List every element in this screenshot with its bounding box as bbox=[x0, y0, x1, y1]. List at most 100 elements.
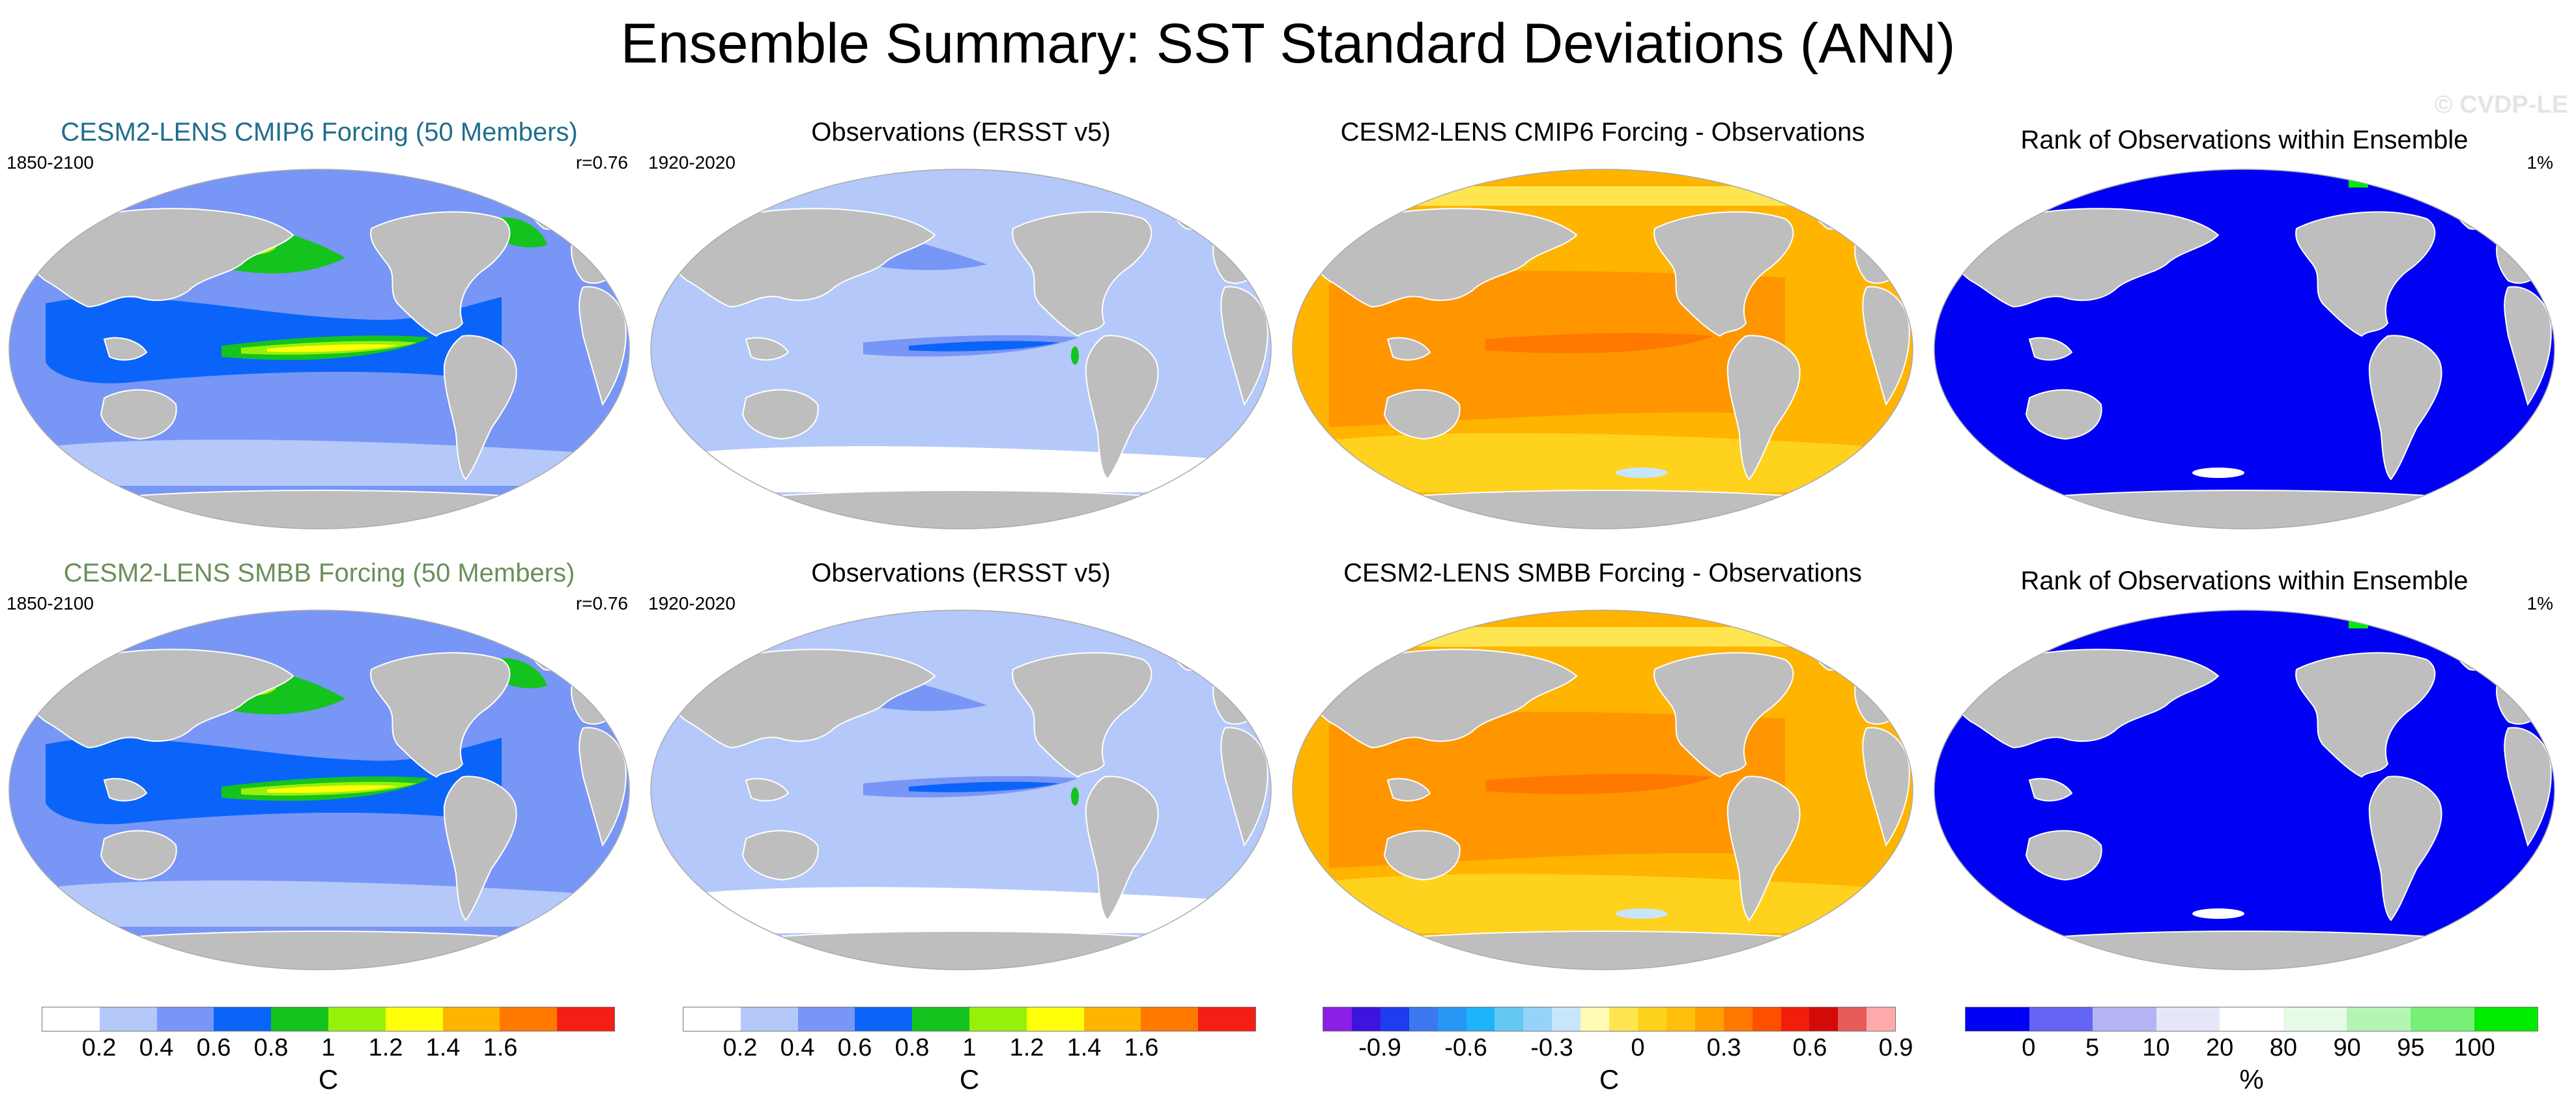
colorbar-tick-label: 0.4 bbox=[780, 1034, 815, 1061]
colorbar-swatch bbox=[1695, 1007, 1724, 1031]
colorbar-swatch bbox=[1666, 1007, 1695, 1031]
colorbar-rank: 0 5 10 20 80 90 95 100 % bbox=[1965, 1007, 2538, 1098]
colorbar-unit: C bbox=[959, 1064, 980, 1095]
colorbar-tick-label: 0.6 bbox=[1792, 1034, 1827, 1061]
colorbar-tick-label: 1.4 bbox=[1066, 1034, 1102, 1061]
land-antarctica bbox=[2007, 931, 2482, 970]
colorbar-swatch bbox=[1198, 1007, 1255, 1031]
panel-title: CESM2-LENS SMBB Forcing - Observations bbox=[1343, 559, 1862, 587]
watermark: © CVDP-LE bbox=[2434, 91, 2568, 119]
land-africa bbox=[2504, 286, 2552, 406]
land-south-america bbox=[1085, 335, 1159, 481]
colorbar-swatch bbox=[1380, 1007, 1409, 1031]
panel-obs-2: Observations (ERSST v5) 1920-2020 bbox=[642, 557, 1280, 980]
land-australia bbox=[100, 389, 177, 440]
land-south-america bbox=[443, 776, 517, 921]
colorbar-tick-label: 1.6 bbox=[1124, 1034, 1159, 1061]
colorbar-swatch bbox=[855, 1007, 913, 1031]
land-africa bbox=[1862, 286, 1910, 406]
colorbar-unit: % bbox=[2239, 1064, 2264, 1095]
land-africa bbox=[579, 286, 627, 406]
colorbar-swatch bbox=[1495, 1007, 1524, 1031]
colorbar-tick-label: 10 bbox=[2142, 1034, 2170, 1061]
colorbar-swatch bbox=[1351, 1007, 1381, 1031]
colorbar-swatch bbox=[1609, 1007, 1638, 1031]
map-obs-1 bbox=[650, 169, 1272, 529]
colorbar-swatch bbox=[2410, 1007, 2474, 1031]
land-australia bbox=[2025, 830, 2102, 881]
land-australia bbox=[1383, 830, 1461, 881]
colorbar-swatch bbox=[1141, 1007, 1199, 1031]
colorbar-obs: 0.2 0.4 0.6 0.8 1 1.2 1.4 1.6 C bbox=[683, 1007, 1256, 1098]
colorbar-tick-label: 0.8 bbox=[253, 1034, 289, 1061]
arctic-yellow bbox=[1355, 186, 1850, 206]
colorbar-swatch bbox=[328, 1007, 386, 1031]
colorbar-tick-label: 1.4 bbox=[425, 1034, 461, 1061]
map-border bbox=[650, 169, 1272, 529]
land-antarctica bbox=[82, 931, 556, 970]
land-north-america bbox=[2295, 211, 2436, 337]
land-eurasia bbox=[1308, 649, 1578, 749]
colorbar-swatch bbox=[1083, 1007, 1141, 1031]
colorbar-tick-label: 100 bbox=[2454, 1034, 2495, 1061]
land-north-america bbox=[1012, 652, 1152, 778]
map-diff-smbb bbox=[1292, 610, 1913, 970]
land-maritime-asia bbox=[745, 337, 790, 361]
land-antarctica bbox=[2007, 490, 2482, 529]
colorbar-swatch bbox=[740, 1007, 798, 1031]
enso-diff bbox=[1485, 333, 1713, 354]
colorbar-swatch bbox=[385, 1007, 443, 1031]
map-rank-cmip6 bbox=[1934, 169, 2555, 529]
panel-title: Observations (ERSST v5) bbox=[811, 559, 1111, 587]
panel-rank-smbb: Rank of Observations within Ensemble 1% bbox=[1925, 557, 2564, 980]
colorbar-tick-label: 0 bbox=[2022, 1034, 2036, 1061]
land-africa bbox=[1220, 286, 1268, 406]
land-north-america bbox=[370, 652, 511, 778]
colorbar-model: 0.2 0.4 0.6 0.8 1 1.2 1.4 1.6 C bbox=[42, 1007, 615, 1098]
land-maritime-asia bbox=[103, 337, 148, 361]
land-eurasia bbox=[25, 208, 294, 308]
colorbar-swatch bbox=[1781, 1007, 1810, 1031]
colorbar-tick-label: 20 bbox=[2205, 1034, 2234, 1061]
colorbar-swatch bbox=[1437, 1007, 1467, 1031]
panel-diff-cmip6: CESM2-LENS CMIP6 Forcing - Observations bbox=[1283, 116, 1922, 539]
colorbar-swatch bbox=[500, 1007, 558, 1031]
map-model-smbb bbox=[8, 610, 630, 970]
land-australia bbox=[2025, 389, 2102, 440]
land-antarctica bbox=[82, 490, 556, 529]
colorbar-tick-label: 95 bbox=[2397, 1034, 2425, 1061]
panel-rank-cmip6: Rank of Observations within Ensemble 1% bbox=[1925, 116, 2564, 539]
panel-title: CESM2-LENS SMBB Forcing (50 Members) bbox=[63, 559, 575, 587]
panel-obs-1: Observations (ERSST v5) 1920-2020 bbox=[642, 116, 1280, 539]
southern-light bbox=[46, 440, 593, 486]
colorbar-tick-label: 90 bbox=[2333, 1034, 2361, 1061]
colorbar-tick-label: 0.2 bbox=[723, 1034, 758, 1061]
panel-title: CESM2-LENS CMIP6 Forcing (50 Members) bbox=[61, 118, 578, 147]
panel-period: 1920-2020 bbox=[648, 593, 736, 613]
colorbar-swatch bbox=[1409, 1007, 1438, 1031]
colorbar-swatch bbox=[557, 1007, 614, 1031]
colorbar-swatch bbox=[1466, 1007, 1495, 1031]
land-north-america bbox=[1012, 211, 1152, 337]
colorbar-tick-label: 5 bbox=[2085, 1034, 2100, 1061]
tropical-band bbox=[46, 297, 502, 384]
colorbar-tick-label: 0.6 bbox=[196, 1034, 231, 1061]
panel-percent: 1% bbox=[2526, 152, 2553, 173]
panel-model-smbb: CESM2-LENS SMBB Forcing (50 Members) 185… bbox=[0, 557, 638, 980]
land-eurasia bbox=[1308, 208, 1578, 308]
southern-light bbox=[46, 880, 593, 927]
land-africa bbox=[1220, 727, 1268, 847]
land-eurasia bbox=[666, 208, 936, 308]
colorbar-tick-label: 1.2 bbox=[1009, 1034, 1044, 1061]
map-model-cmip6 bbox=[8, 169, 630, 529]
land-maritime-asia bbox=[2028, 337, 2073, 361]
colorbar-tick-label: 1.6 bbox=[483, 1034, 518, 1061]
map-border bbox=[8, 610, 630, 970]
land-north-america bbox=[2295, 652, 2436, 778]
land-africa bbox=[2504, 727, 2552, 847]
land-antarctica bbox=[1366, 931, 1840, 970]
colorbar-boxes bbox=[683, 1007, 1256, 1032]
colorbar-swatch bbox=[156, 1007, 214, 1031]
colorbar-tick-label: -0.9 bbox=[1358, 1034, 1401, 1061]
colorbar-swatch bbox=[797, 1007, 855, 1031]
